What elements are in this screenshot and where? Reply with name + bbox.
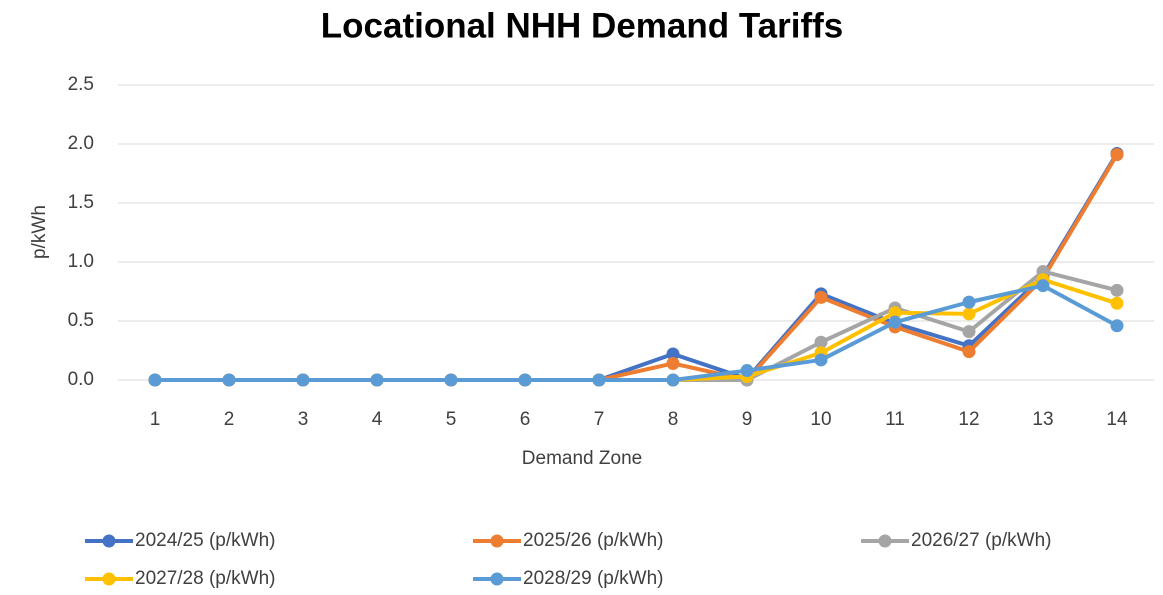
data-point — [666, 347, 680, 361]
series-line — [155, 153, 1119, 382]
y-tick-label: 2.0 — [68, 133, 94, 154]
x-tick-label: 7 — [594, 409, 605, 430]
data-point — [592, 373, 606, 387]
x-tick-label: 13 — [1032, 409, 1053, 430]
legend-marker — [102, 534, 116, 548]
legend-marker — [490, 572, 504, 586]
x-tick-label: 11 — [885, 409, 905, 430]
series-line — [155, 283, 1118, 382]
data-point — [814, 353, 828, 367]
data-point — [962, 325, 976, 339]
data-point — [222, 373, 236, 387]
chart-title: Locational NHH Demand Tariffs — [321, 6, 843, 45]
y-axis-label: p/kWh — [29, 205, 50, 259]
data-point — [888, 315, 902, 329]
data-point — [296, 373, 310, 387]
data-point — [740, 364, 754, 378]
data-point — [444, 373, 458, 387]
legend-marker — [878, 534, 892, 548]
legend-label: 2026/27 (p/kWh) — [911, 530, 1051, 551]
y-tick-label: 0.0 — [68, 369, 94, 390]
data-point — [1110, 283, 1124, 297]
y-tick-label: 1.0 — [68, 251, 94, 272]
legend-marker — [490, 534, 504, 548]
x-tick-label: 1 — [150, 409, 161, 430]
data-point — [370, 373, 384, 387]
data-point — [666, 373, 680, 387]
legend-label: 2027/28 (p/kWh) — [135, 568, 275, 589]
x-tick-label: 2 — [224, 409, 235, 430]
data-point — [518, 373, 532, 387]
x-tick-label: 12 — [958, 409, 979, 430]
x-tick-label: 10 — [810, 409, 831, 430]
x-tick-label: 8 — [668, 409, 679, 430]
data-point — [888, 306, 902, 320]
data-point — [1110, 319, 1124, 333]
x-tick-label: 3 — [298, 409, 309, 430]
y-tick-label: 0.5 — [68, 310, 94, 331]
data-point — [962, 307, 976, 321]
x-axis-label: Demand Zone — [522, 448, 642, 469]
legend-marker — [102, 572, 116, 586]
legend-label: 2024/25 (p/kWh) — [135, 530, 275, 551]
x-tick-label: 5 — [446, 409, 457, 430]
y-tick-label: 1.5 — [68, 192, 94, 213]
data-point — [814, 290, 828, 304]
data-point — [666, 356, 680, 370]
data-point — [1110, 148, 1124, 162]
x-tick-label: 4 — [372, 409, 383, 430]
data-point — [148, 373, 162, 387]
legend-label: 2025/26 (p/kWh) — [523, 530, 663, 551]
data-point — [814, 335, 828, 349]
x-tick-label: 14 — [1106, 409, 1128, 430]
data-point — [1036, 279, 1050, 293]
data-point — [962, 295, 976, 309]
x-tick-label: 6 — [520, 409, 531, 430]
y-tick-label: 2.5 — [68, 74, 94, 95]
x-tick-label: 9 — [742, 409, 753, 430]
legend-label: 2028/29 (p/kWh) — [523, 568, 663, 589]
series-line — [155, 269, 1118, 382]
data-point — [962, 345, 976, 359]
data-point — [1110, 296, 1124, 310]
